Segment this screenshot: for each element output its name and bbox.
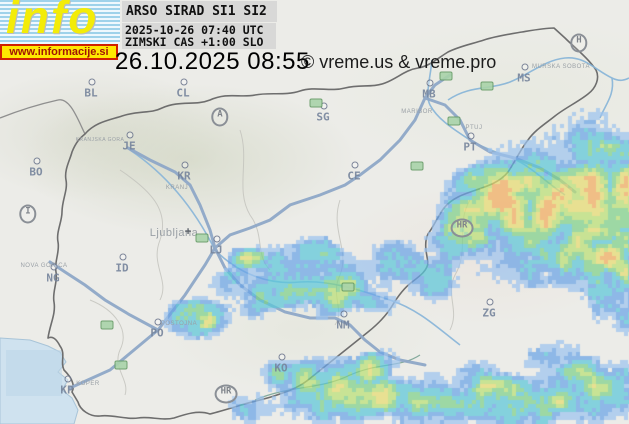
city-marker-je [126,131,134,139]
country-oval-hr: HR [214,384,238,404]
city-code-mb: MB [422,87,436,101]
airport-cross-icon: + [184,224,192,238]
city-marker-bo [33,157,41,165]
timestamp-local: ZIMSKI CAS +1:00 SLO [125,35,264,50]
city-marker-mb [426,79,434,87]
road-shield-icon [114,360,128,370]
road-shield-icon [480,81,494,91]
city-marker-id [119,253,127,261]
city-marker-bl [88,78,96,86]
city-code-ko: KO [274,361,288,375]
city-name: Ljubljana [149,227,199,239]
road-shield-icon [309,98,323,108]
city-name: KRANJSKA GORA [75,137,125,143]
city-code-kr: KR [177,169,191,183]
city-marker-kp [64,375,72,383]
city-code-lj: LJ [209,243,223,257]
city-name: MURSKA SOBOTA [531,64,591,70]
city-name: KOPER [76,381,100,387]
city-marker-nm [340,310,348,318]
city-code-zg: ZG [482,306,496,320]
city-code-ce: CE [347,169,361,183]
city-code-pt: PT [463,140,477,154]
radar-time-box: 2025-10-26 07:40 UTC ZIMSKI CAS +1:00 SL… [122,23,276,49]
city-marker-kr [181,161,189,169]
informacije-url-link[interactable]: www.informacije.si [0,44,118,60]
road-shield-icon [100,320,114,330]
city-marker-ms [521,63,529,71]
road-shield-icon [439,71,453,81]
timestamp-utc: 2025-10-26 07:40 UTC [125,23,264,37]
city-marker-ko [278,353,286,361]
road-shield-icon [341,282,355,292]
city-code-nm: NM [336,318,350,332]
city-code-kp: KP [60,383,74,397]
city-name: PTUJ [465,125,483,131]
city-code-cl: CL [176,86,190,100]
city-code-po: PO [150,326,164,340]
city-name: MARIBOR [401,109,433,115]
road-shield-icon [410,161,424,171]
city-name: NOVA GORICA [20,263,68,269]
logo-text: info [6,0,99,43]
city-marker-ng [50,263,58,271]
city-code-je: JE [122,139,136,153]
country-oval-hr: HR [450,218,474,238]
city-marker-zg [486,298,494,306]
road-shield-icon [195,233,209,243]
city-code-ng: NG [46,271,60,285]
city-marker-cl [180,78,188,86]
city-marker-pt [467,132,475,140]
country-oval-i: I [19,204,37,224]
city-code-bo: BO [29,165,43,179]
radar-title-box: ARSO SIRAD SI1 SI2 [122,1,277,22]
city-name: KRANJ [165,185,189,191]
country-oval-h: H [570,33,588,53]
city-marker-ce [351,161,359,169]
radar-title: ARSO SIRAD SI1 SI2 [126,4,267,19]
city-marker-po [154,318,162,326]
city-code-bl: BL [84,86,98,100]
country-oval-a: A [211,107,229,127]
city-name: POSTOJNA [160,321,198,327]
city-code-sg: SG [316,110,330,124]
city-code-id: ID [115,261,129,275]
city-code-ms: MS [517,71,531,85]
city-marker-lj [213,235,221,243]
display-datetime: 26.10.2025 08:55 [115,48,310,75]
informacije-logo[interactable]: info [0,0,120,44]
copyright-text: © vreme.us & vreme.pro [301,52,497,72]
road-shield-icon [447,116,461,126]
